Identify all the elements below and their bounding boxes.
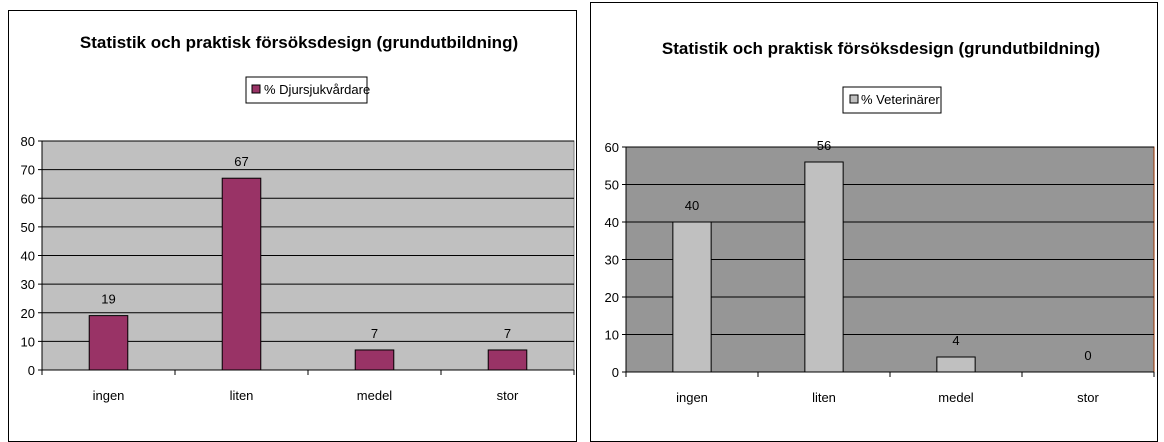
data-label: 4 (952, 333, 959, 348)
y-tick-label: 50 (21, 220, 35, 235)
data-label: 7 (371, 326, 378, 341)
legend-box (245, 76, 368, 104)
y-tick-label: 10 (605, 328, 619, 343)
data-label: 19 (101, 292, 115, 307)
bar-ingen (88, 315, 129, 371)
x-tick-label: stor (497, 388, 519, 403)
chart-djursjukvardare: Statistik och praktisk försöksdesign (gr… (21, 33, 575, 403)
chart-panel-veterinarer: Statistik och praktisk försöksdesign (gr… (590, 2, 1158, 442)
data-label: 56 (817, 138, 831, 153)
legend-label: % Djursjukvårdare (264, 82, 370, 97)
x-tick-label: stor (1077, 390, 1099, 405)
y-tick-label: 30 (605, 253, 619, 268)
y-tick-label: 70 (21, 163, 35, 178)
bar-medel (354, 349, 395, 371)
x-tick-label: medel (357, 388, 393, 403)
y-tick-label: 20 (21, 306, 35, 321)
legend-swatch (849, 94, 859, 104)
y-tick-label: 60 (21, 191, 35, 206)
y-tick-label: 60 (605, 140, 619, 155)
y-tick-label: 40 (21, 249, 35, 264)
chart-veterinarer: Statistik och praktisk försöksdesign (gr… (605, 39, 1155, 405)
legend: % Djursjukvårdare (245, 76, 370, 104)
x-tick-label: ingen (676, 390, 708, 405)
y-tick-label: 10 (21, 334, 35, 349)
y-tick-label: 50 (605, 178, 619, 193)
y-tick-label: 0 (28, 363, 35, 378)
y-tick-label: 30 (21, 277, 35, 292)
legend: % Veterinärer (842, 86, 942, 114)
x-tick-label: ingen (93, 388, 125, 403)
data-label: 7 (504, 326, 511, 341)
legend-box (842, 86, 942, 114)
data-label: 0 (1084, 348, 1091, 363)
legend-label: % Veterinärer (861, 92, 940, 107)
legend-swatch (251, 84, 261, 94)
y-tick-label: 0 (612, 365, 619, 380)
x-tick-label: liten (812, 390, 836, 405)
bar-liten (804, 161, 844, 373)
x-tick-label: liten (230, 388, 254, 403)
chart-title: Statistik och praktisk försöksdesign (gr… (80, 33, 518, 52)
y-tick-label: 80 (21, 134, 35, 149)
x-tick-label: medel (938, 390, 974, 405)
chart-panel-djursjukvardare: Statistik och praktisk försöksdesign (gr… (8, 10, 577, 442)
y-tick-label: 20 (605, 290, 619, 305)
data-label: 40 (685, 198, 699, 213)
bar-stor (487, 349, 528, 371)
chart-title: Statistik och praktisk försöksdesign (gr… (662, 39, 1100, 58)
bar-liten (221, 177, 262, 371)
y-tick-label: 40 (605, 215, 619, 230)
data-label: 67 (234, 154, 248, 169)
bar-ingen (672, 221, 712, 373)
bar-medel (936, 356, 976, 373)
